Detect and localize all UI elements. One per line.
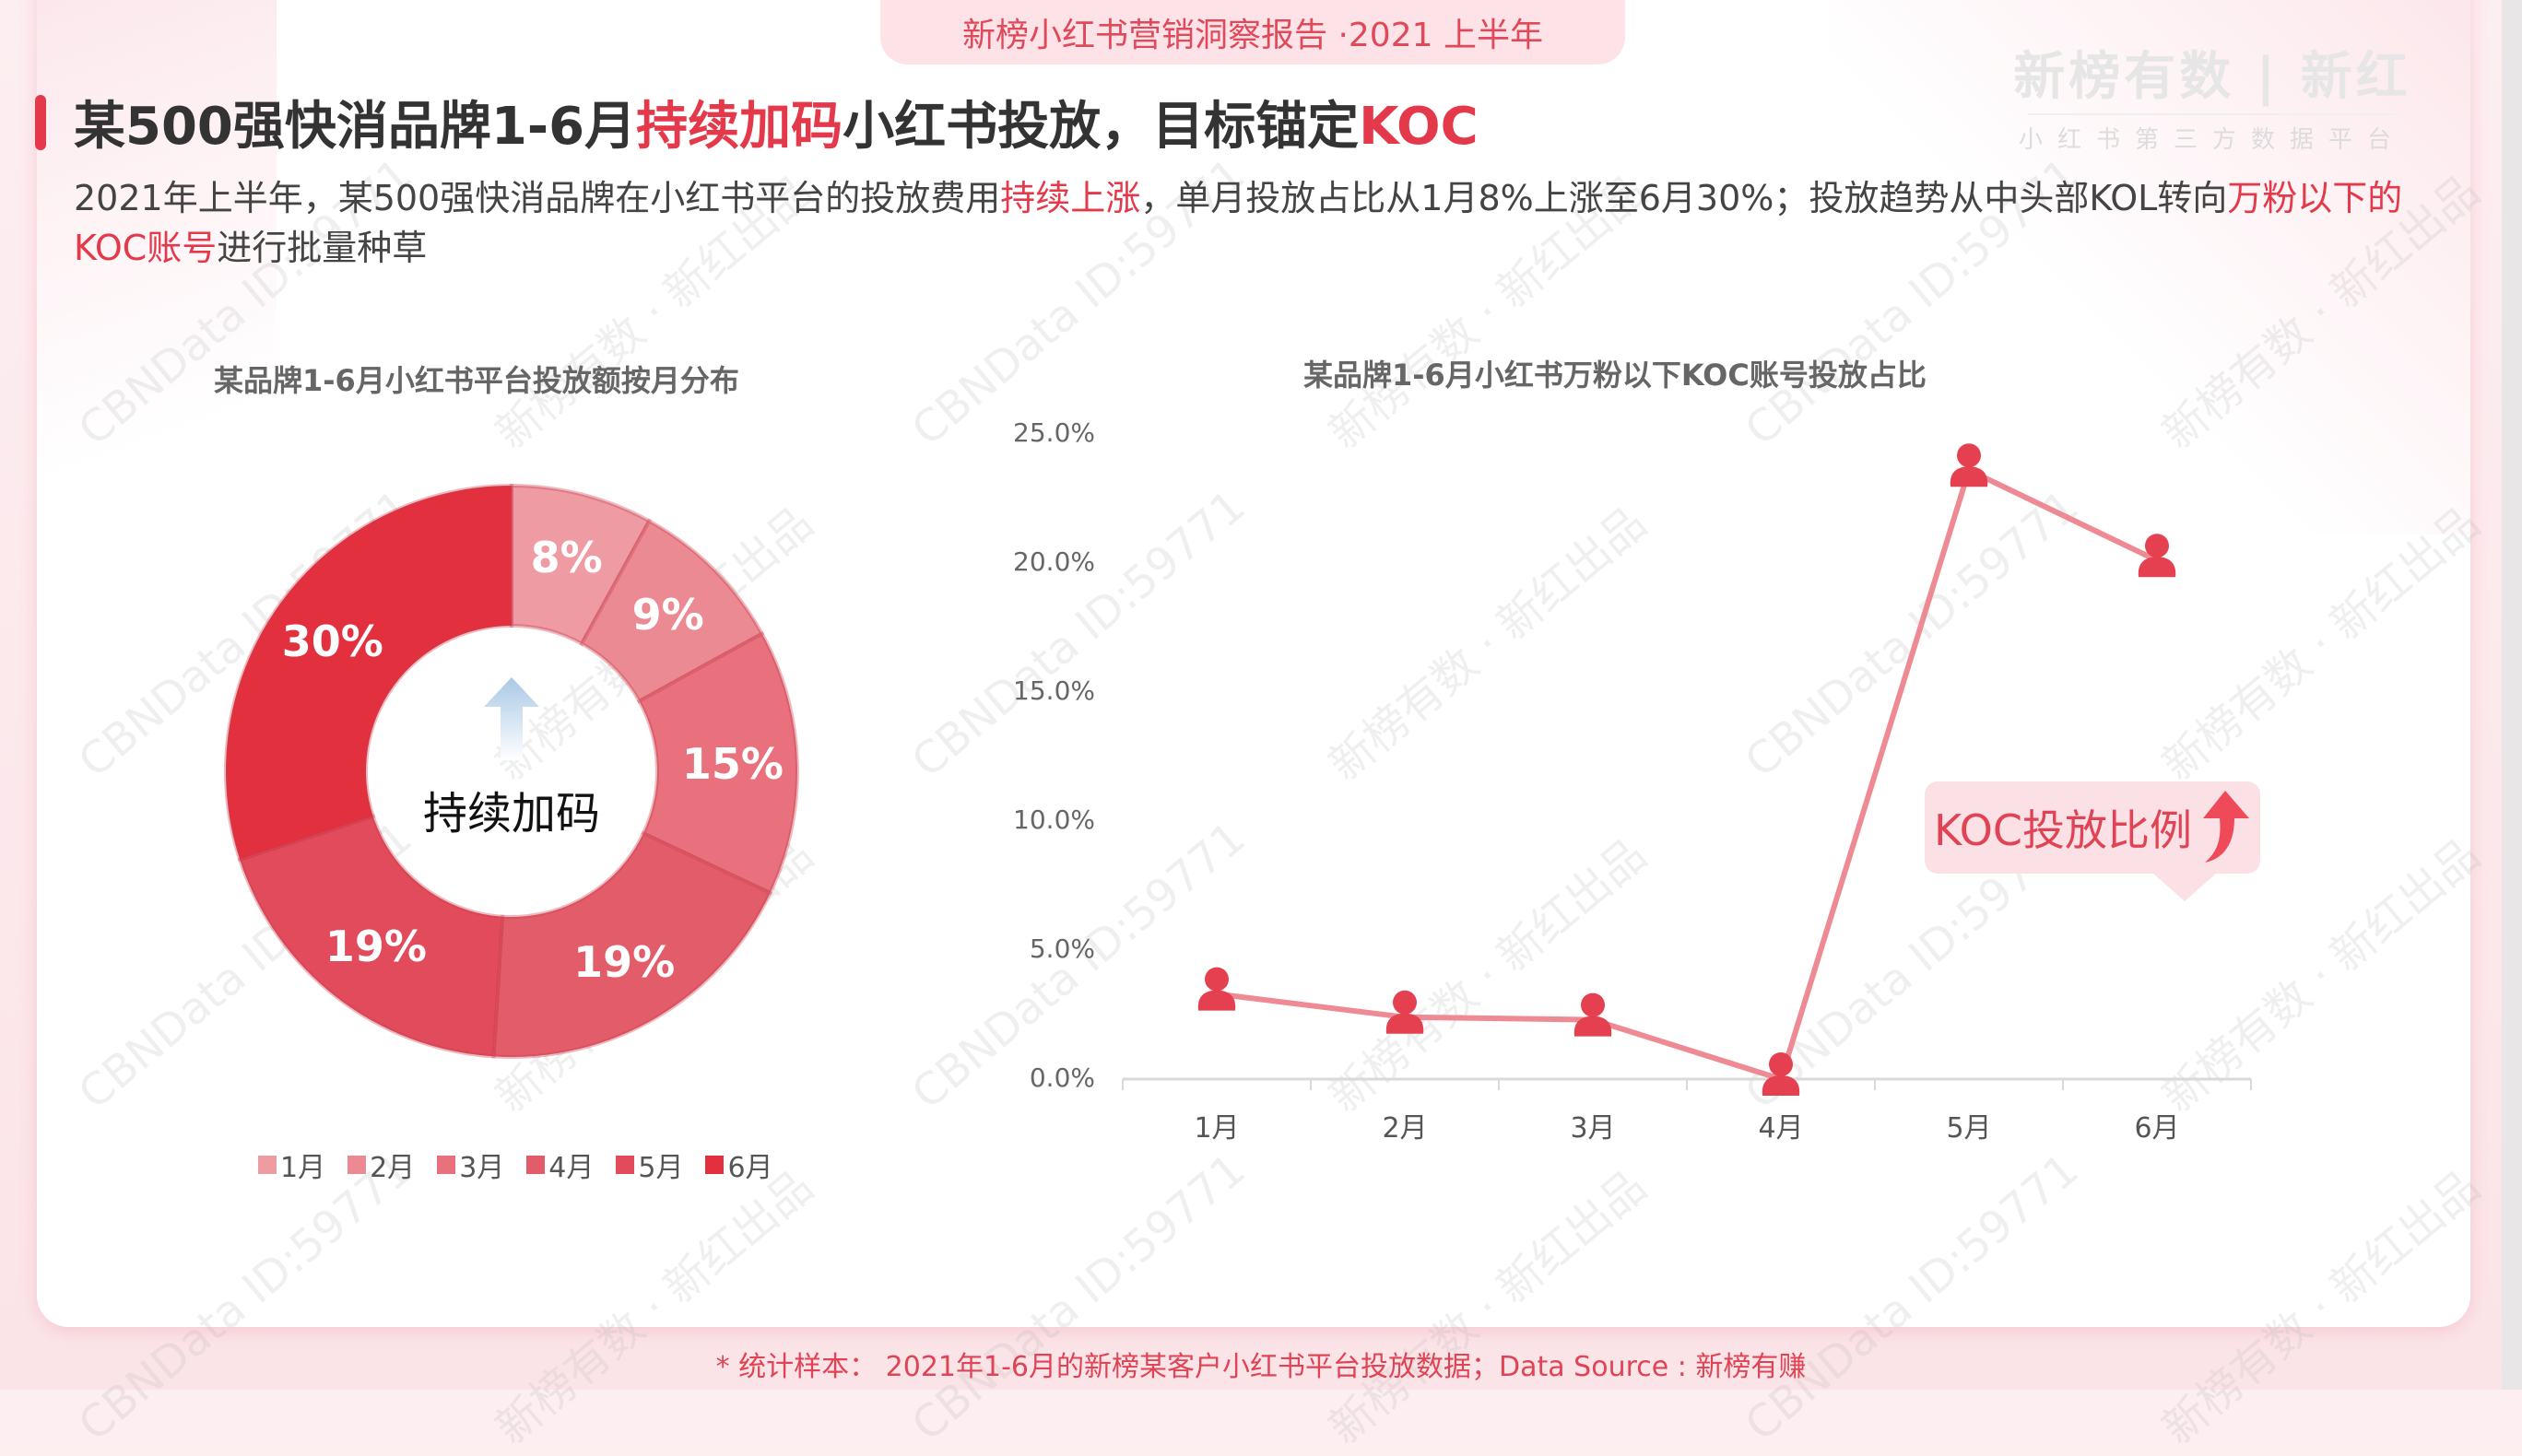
donut-segment-label: 15% bbox=[681, 739, 784, 790]
brand-logo: 新榜有数 | 新红 小红书第三方数据平台 bbox=[2009, 35, 2415, 155]
koc-ratio-line bbox=[1216, 465, 2159, 1083]
legend-item: 6月 bbox=[705, 1145, 773, 1185]
donut-segment-label: 30% bbox=[281, 616, 383, 666]
x-axis-tick-label: 4月 bbox=[1758, 1112, 1804, 1145]
title-highlight: 持续加码 bbox=[636, 97, 843, 157]
x-axis-tick-label: 3月 bbox=[1570, 1112, 1616, 1145]
legend-label: 1月 bbox=[280, 1152, 326, 1184]
report-card bbox=[37, 0, 2470, 1327]
legend-label: 5月 bbox=[638, 1152, 684, 1184]
donut-center-text: 持续加码 bbox=[422, 788, 600, 840]
person-marker-icon bbox=[1197, 967, 1236, 1011]
donut-segment-2 bbox=[579, 518, 765, 704]
y-axis-tick-label: 15.0% bbox=[1013, 675, 1095, 706]
page-description: 2021年上半年，某500强快消品牌在小红书平台的投放费用持续上涨，单月投放占比… bbox=[74, 173, 2415, 273]
legend-item: 1月 bbox=[258, 1145, 325, 1185]
donut-segment-1 bbox=[510, 483, 653, 647]
legend-item: 3月 bbox=[437, 1145, 504, 1185]
donut-segment-label: 8% bbox=[530, 532, 603, 582]
y-axis-tick-label: 10.0% bbox=[1013, 804, 1095, 835]
legend-swatch bbox=[258, 1156, 277, 1174]
report-tab: 新榜小红书营销洞察报告 ·2021 上半年 bbox=[880, 0, 1625, 65]
donut-svg bbox=[224, 483, 799, 1059]
title-part: 某500强快消品牌1-6月 bbox=[74, 97, 637, 157]
legend-swatch bbox=[437, 1156, 456, 1174]
legend-item: 4月 bbox=[526, 1145, 594, 1185]
title-accent-bar bbox=[35, 95, 46, 150]
brand-divider bbox=[2028, 113, 2397, 115]
legend-swatch bbox=[526, 1156, 546, 1174]
legend-label: 2月 bbox=[370, 1152, 416, 1184]
curved-up-arrow-icon bbox=[2202, 791, 2249, 863]
y-axis-tick-label: 5.0% bbox=[1029, 933, 1095, 964]
donut-chart-title: 某品牌1-6月小红书平台投放额按月分布 bbox=[214, 363, 739, 398]
x-axis-tick-label: 2月 bbox=[1382, 1112, 1428, 1145]
koc-ratio-callout: KOC投放比例 bbox=[1925, 781, 2260, 901]
donut-segment-label: 19% bbox=[573, 936, 676, 987]
person-marker-icon bbox=[1573, 992, 1612, 1037]
x-axis-tick-label: 1月 bbox=[1194, 1112, 1240, 1145]
desc-highlight: 万粉以下的KOC账号 bbox=[74, 178, 2403, 268]
title-highlight: KOC bbox=[1359, 97, 1479, 157]
desc-text: 2021年上半年，某500强快消品牌在小红书平台的投放费用 bbox=[74, 178, 1001, 218]
legend-label: 4月 bbox=[548, 1152, 595, 1184]
x-axis-tick-label: 5月 bbox=[1946, 1112, 1992, 1145]
legend-label: 3月 bbox=[459, 1152, 505, 1184]
person-marker-icon bbox=[1385, 990, 1424, 1034]
desc-text: ，单月投放占比从1月8%上涨至6月30%；投放趋势从中头部KOL转向 bbox=[1140, 178, 2228, 218]
window-edge bbox=[2502, 0, 2522, 1390]
person-marker-icon bbox=[1762, 1052, 1800, 1096]
desc-highlight: 持续上涨 bbox=[1000, 178, 1141, 218]
person-marker-icon bbox=[1950, 443, 1988, 487]
report-tab-label: 新榜小红书营销洞察报告 ·2021 上半年 bbox=[962, 17, 1543, 54]
legend-swatch bbox=[348, 1156, 367, 1174]
y-axis-tick-label: 25.0% bbox=[1013, 417, 1095, 448]
donut-chart: 8% 9% 15% 19% 19% 30% 持续加码 bbox=[224, 483, 799, 1059]
donut-segment-3 bbox=[636, 630, 799, 896]
line-chart-title: 某品牌1-6月小红书万粉以下KOC账号投放占比 bbox=[1303, 358, 1927, 393]
donut-segment-label: 9% bbox=[631, 590, 704, 640]
up-arrow-icon bbox=[484, 677, 539, 760]
donut-segment-4 bbox=[491, 830, 773, 1059]
donut-segment-label: 19% bbox=[324, 921, 427, 971]
legend-label: 6月 bbox=[727, 1152, 773, 1184]
y-axis-tick-label: 20.0% bbox=[1013, 546, 1095, 577]
brand-tagline: 小红书第三方数据平台 bbox=[2018, 126, 2406, 154]
desc-text: 进行批量种草 bbox=[217, 228, 428, 268]
footer-note: * 统计样本： 2021年1-6月的新榜某客户小红书平台投放数据；Data So… bbox=[715, 1351, 1807, 1383]
donut-legend: 1月 2月 3月 4月 5月 6月 bbox=[258, 1145, 773, 1185]
decorative-gradient-left bbox=[37, 0, 277, 811]
donut-segment-5 bbox=[237, 814, 505, 1059]
legend-swatch bbox=[705, 1156, 725, 1174]
brand-name: 新榜有数 | 新红 bbox=[2013, 47, 2411, 107]
legend-item: 5月 bbox=[616, 1145, 683, 1185]
title-part: 小红书投放，目标锚定 bbox=[843, 97, 1360, 157]
x-axis-tick-label: 6月 bbox=[2134, 1112, 2180, 1145]
decorative-gradient bbox=[1825, 0, 2470, 534]
legend-item: 2月 bbox=[348, 1145, 415, 1185]
donut-segment-6 bbox=[224, 483, 513, 863]
callout-label: KOC投放比例 bbox=[1934, 805, 2192, 855]
legend-swatch bbox=[616, 1156, 635, 1174]
y-axis-tick-label: 0.0% bbox=[1029, 1063, 1095, 1093]
person-marker-icon bbox=[2138, 534, 2176, 578]
page-title: 某500强快消品牌1-6月持续加码小红书投放，目标锚定KOC bbox=[74, 85, 1479, 159]
line-chart bbox=[1122, 443, 2252, 1096]
